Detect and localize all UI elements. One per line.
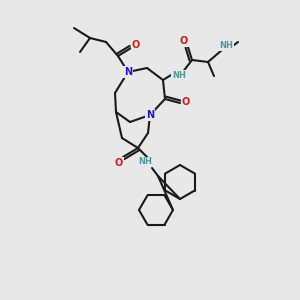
Text: NH: NH: [219, 41, 233, 50]
Text: O: O: [180, 36, 188, 46]
Text: NH: NH: [172, 70, 186, 80]
Text: O: O: [115, 158, 123, 168]
Text: O: O: [182, 97, 190, 107]
Text: N: N: [124, 67, 132, 77]
Text: NH: NH: [138, 158, 152, 166]
Text: O: O: [132, 40, 140, 50]
Text: N: N: [146, 110, 154, 120]
